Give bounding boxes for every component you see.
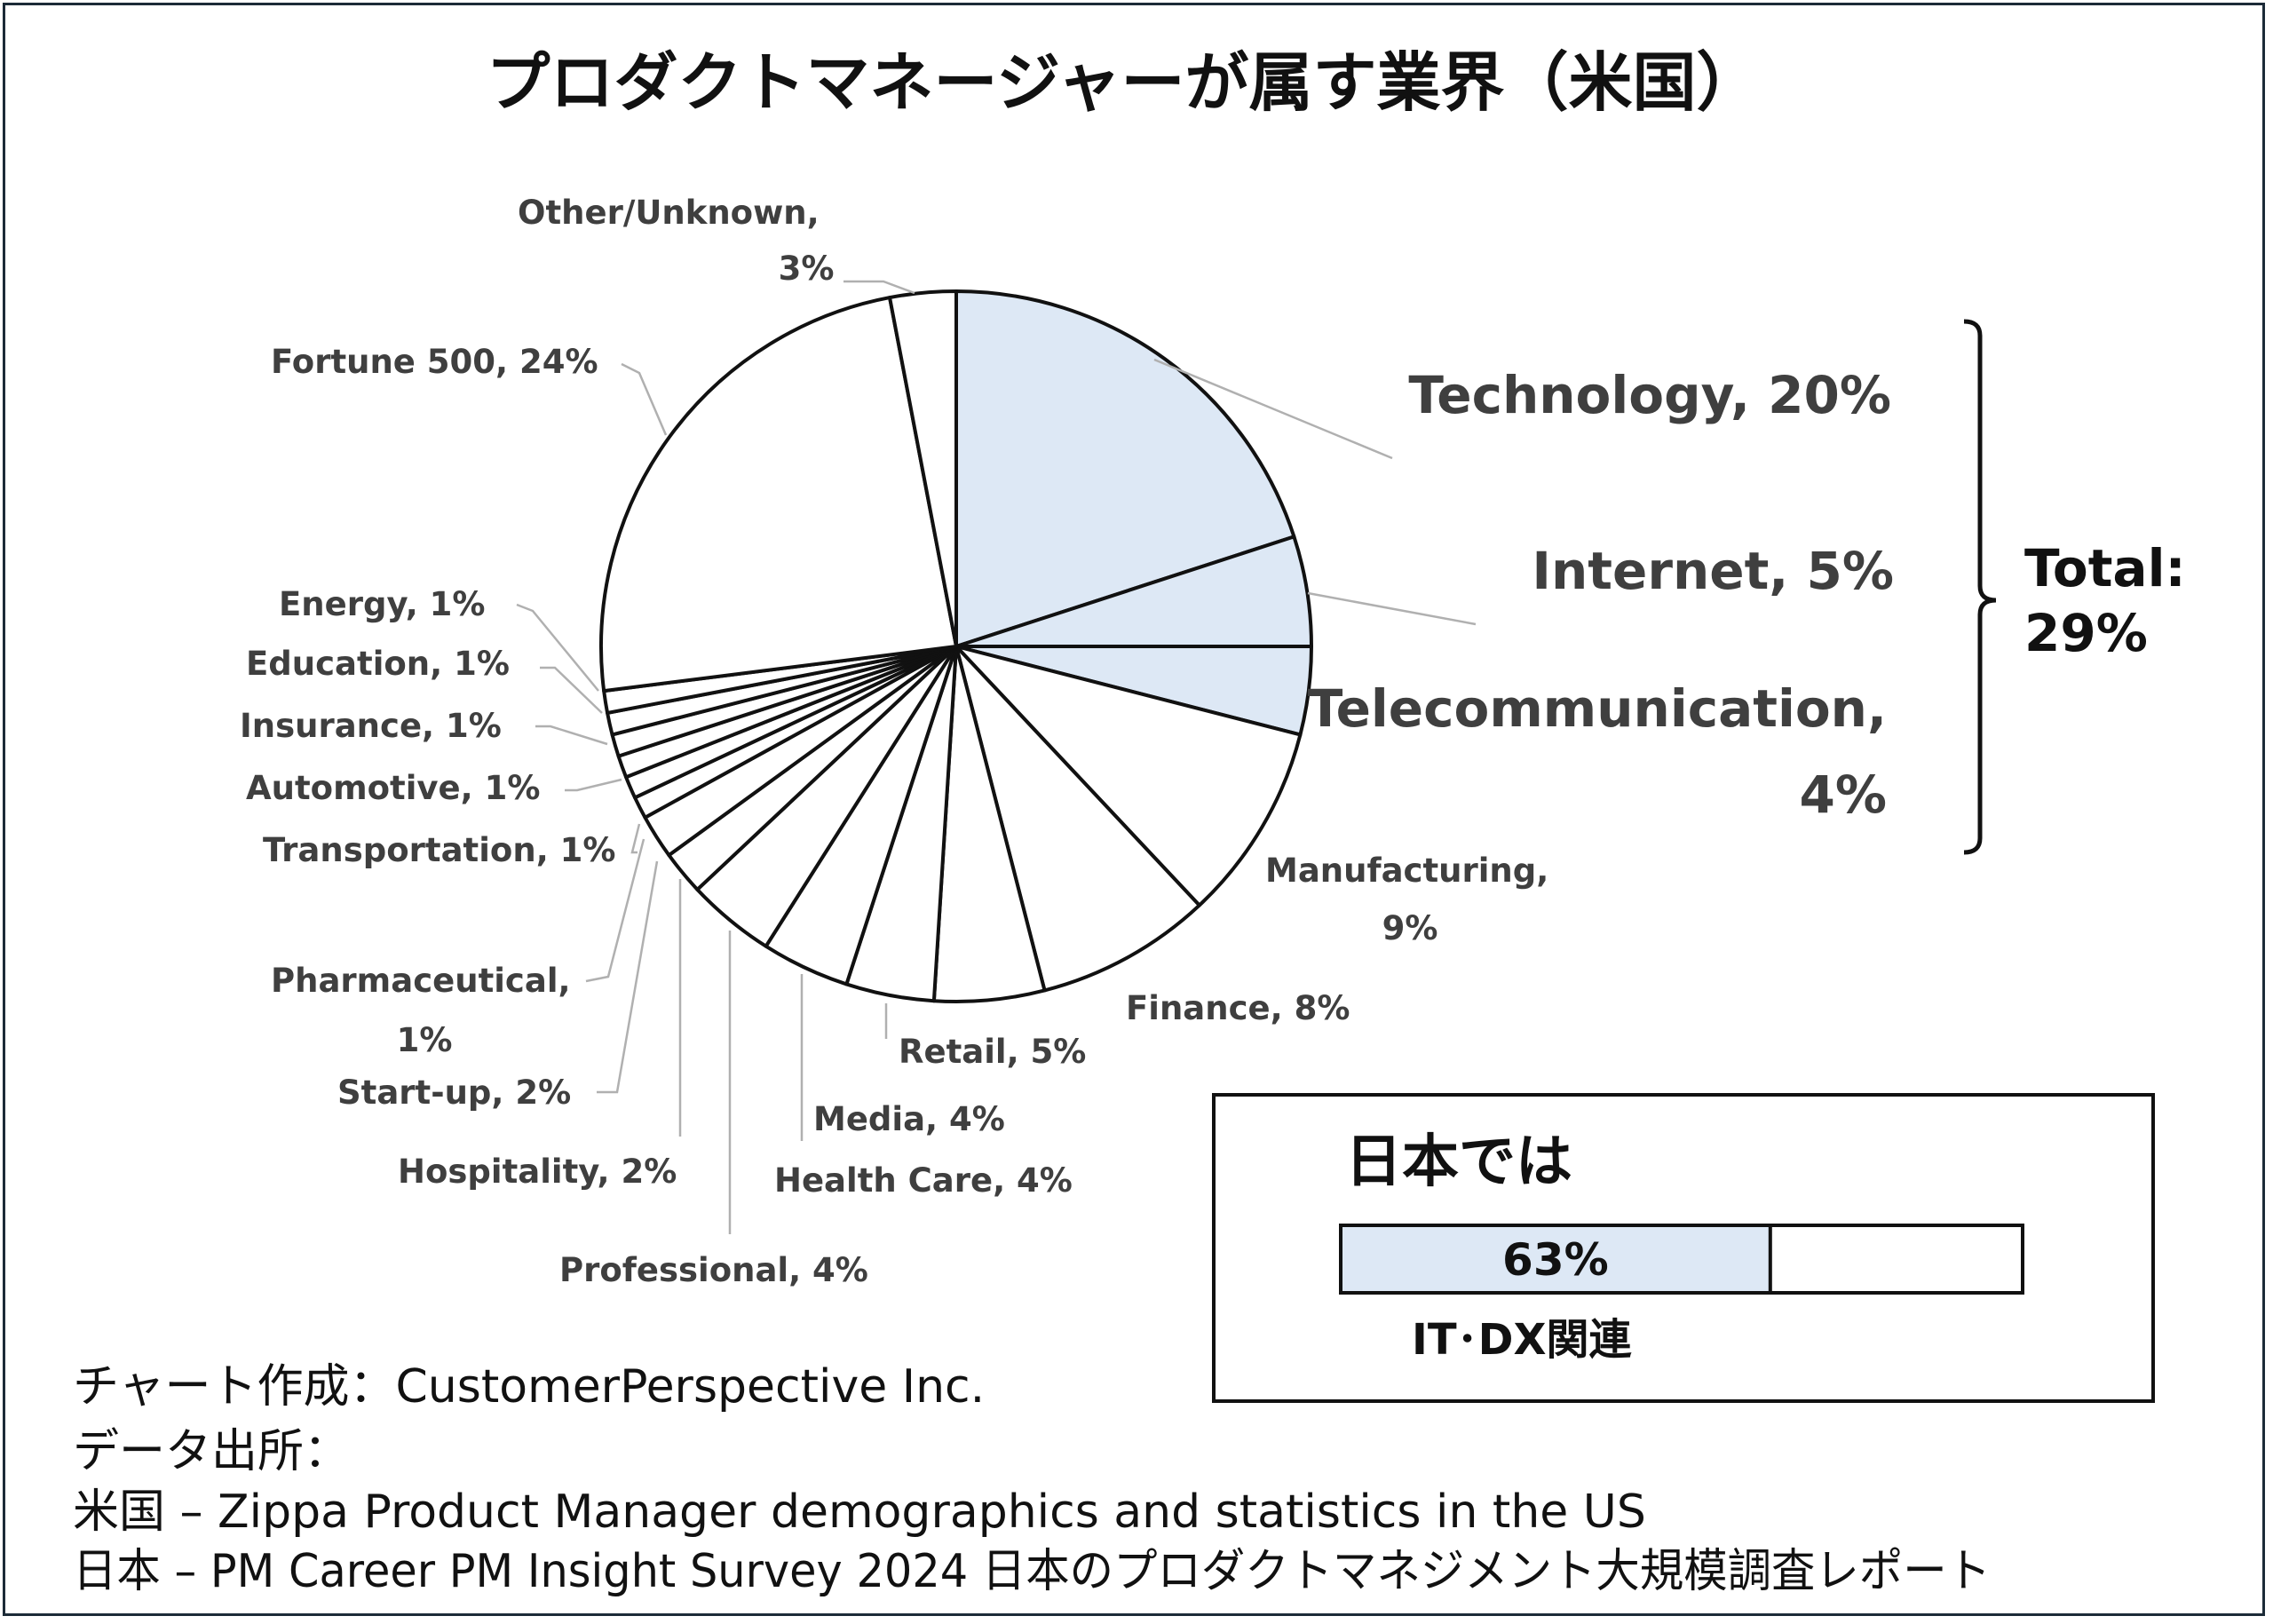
source-line-2: データ出所： (73, 1425, 350, 1478)
japan-bar-track (1339, 1224, 2024, 1295)
label-pharmaceutical-1: Pharmaceutical, (271, 962, 571, 1000)
leader-fortune (621, 362, 668, 436)
chart-frame (3, 3, 2265, 1616)
pie-slices (598, 289, 1313, 1003)
label-health-care: Health Care, 4% (774, 1161, 1073, 1200)
pie-slice-finance (954, 645, 1201, 993)
label-energy: Energy, 1% (279, 585, 485, 623)
label-manufacturing-1: Manufacturing, (1265, 852, 1548, 890)
label-telecommunication-2: 4% (1800, 764, 1887, 825)
japan-bar-value: 63% (1502, 1234, 1609, 1286)
total-label: Total: (2024, 538, 2186, 598)
total-bracket (1963, 319, 1997, 855)
leader-insurance (535, 725, 608, 746)
leader-pharmaceutical (585, 838, 645, 983)
label-pharmaceutical-2: 1% (397, 1021, 453, 1059)
source-line-3: 米国 – Zippa Product Manager demographics … (73, 1485, 1646, 1539)
leader-lines (516, 280, 1477, 1234)
leader-startup (597, 860, 659, 1094)
label-fortune-500: Fortune 500, 24% (271, 343, 598, 381)
leader-education (540, 666, 603, 714)
leader-energy (516, 603, 599, 692)
japan-caption: IT･DX関連 (1412, 1315, 1632, 1365)
pie-slice-technology (954, 289, 1296, 648)
chart-title: プロダクトマネージャーが属す業界（米国） (487, 45, 1761, 120)
label-other-1: Other/Unknown, (518, 194, 820, 232)
leader-automotive (565, 778, 622, 792)
japan-box: 日本では 63% IT･DX関連 (1212, 1093, 2155, 1403)
source-notes: チャート作成：CustomerPerspective Inc. データ出所： 米… (73, 1360, 1991, 1598)
label-startup: Start-up, 2% (337, 1073, 571, 1112)
slice-labels: Technology, 20% Internet, 5% Telecommuni… (240, 194, 1894, 1289)
label-retail: Retail, 5% (899, 1033, 1086, 1071)
leader-other (843, 280, 915, 295)
pie-slice-other-unknown (888, 289, 958, 648)
label-professional: Professional, 4% (559, 1251, 868, 1289)
label-technology: Technology, 20% (1408, 365, 1891, 425)
label-other-2: 3% (779, 250, 835, 288)
label-transportation: Transportation, 1% (263, 831, 615, 869)
leader-transportation (630, 823, 641, 854)
leader-internet (1307, 591, 1477, 626)
label-finance: Finance, 8% (1126, 989, 1350, 1027)
source-line-1: チャート作成：CustomerPerspective Inc. (73, 1360, 985, 1414)
pie-slice-fortune-500 (598, 296, 958, 693)
leader-technology (1153, 358, 1393, 460)
japan-heading: 日本では (1345, 1129, 1572, 1195)
source-line-4: 日本 – PM Career PM Insight Survey 2024 日本… (73, 1545, 1991, 1598)
label-automotive: Automotive, 1% (246, 769, 540, 807)
label-education: Education, 1% (246, 645, 510, 683)
total-value: 29% (2024, 603, 2148, 663)
label-internet: Internet, 5% (1532, 541, 1894, 601)
pie-slice-manufacturing (954, 645, 1303, 907)
label-manufacturing-2: 9% (1382, 909, 1438, 947)
label-telecommunication-1: Telecommunication, (1308, 678, 1887, 739)
label-hospitality: Hospitality, 2% (398, 1153, 677, 1191)
label-insurance: Insurance, 1% (240, 707, 502, 745)
label-media: Media, 4% (813, 1100, 1005, 1138)
